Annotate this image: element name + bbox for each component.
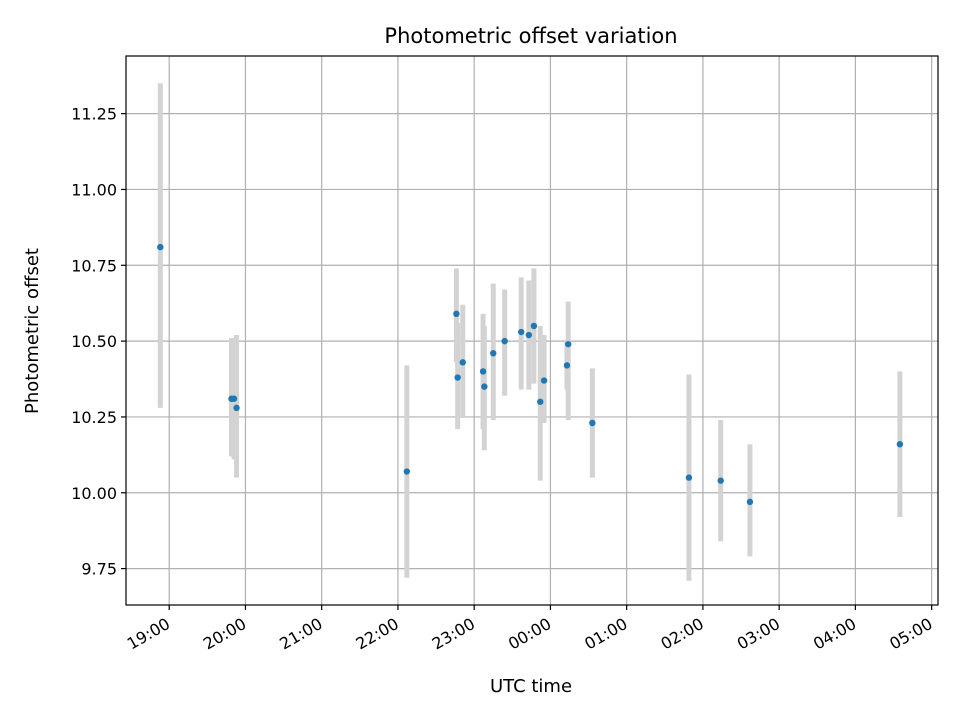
x-tick-label: 21:00 — [276, 614, 325, 654]
data-point — [490, 350, 497, 357]
data-point — [481, 383, 488, 390]
y-tick-label: 11.00 — [71, 180, 117, 199]
y-tick-label: 10.50 — [71, 332, 117, 351]
y-tick-label: 10.00 — [71, 484, 117, 503]
data-point — [563, 362, 571, 369]
x-tick-label: 20:00 — [200, 614, 249, 654]
data-point — [454, 374, 461, 381]
error-bars — [157, 83, 903, 581]
data-point — [746, 498, 754, 506]
x-tick-label: 05:00 — [886, 614, 935, 654]
data-points — [157, 243, 904, 506]
data-point — [540, 377, 548, 384]
data-point — [565, 340, 572, 348]
data-point — [501, 337, 508, 345]
data-point — [230, 395, 238, 402]
x-tick-label: 02:00 — [657, 614, 706, 654]
y-axis-title: Photometric offset — [22, 248, 43, 414]
x-tick-label: 23:00 — [429, 614, 478, 654]
data-point — [685, 474, 693, 481]
data-point — [589, 419, 596, 427]
data-point — [896, 441, 904, 448]
x-axis-title: UTC time — [490, 676, 572, 697]
plot-area-frame — [125, 55, 939, 606]
x-tick-label: 01:00 — [581, 614, 630, 654]
data-point — [459, 359, 466, 366]
data-point — [525, 331, 533, 339]
data-point — [537, 398, 544, 405]
data-point — [157, 243, 164, 251]
y-axis-ticks: 9.75 10.00 10.25 10.50 10.75 11.00 11.25 — [71, 105, 126, 579]
x-axis-ticks: 19:00 20:00 21:00 22:00 23:00 00:00 01:00 02:00… — [124, 605, 936, 654]
y-tick-label: 9.75 — [81, 560, 117, 579]
data-point — [479, 368, 487, 375]
x-tick-label: 04:00 — [810, 614, 859, 654]
data-point — [517, 328, 525, 336]
data-point — [717, 477, 724, 484]
x-tick-label: 19:00 — [124, 614, 173, 654]
x-tick-label: 03:00 — [734, 614, 783, 654]
chart-title: Photometric offset variation — [384, 24, 677, 48]
grid-lines — [126, 56, 938, 605]
data-point — [530, 322, 538, 330]
data-point — [403, 468, 411, 475]
data-point — [233, 404, 240, 412]
y-tick-label: 11.25 — [71, 105, 117, 124]
x-tick-label: 00:00 — [505, 614, 554, 654]
data-point — [453, 310, 460, 318]
y-tick-label: 10.25 — [71, 408, 117, 427]
x-tick-label: 22:00 — [353, 614, 402, 654]
y-tick-label: 10.75 — [71, 256, 117, 275]
